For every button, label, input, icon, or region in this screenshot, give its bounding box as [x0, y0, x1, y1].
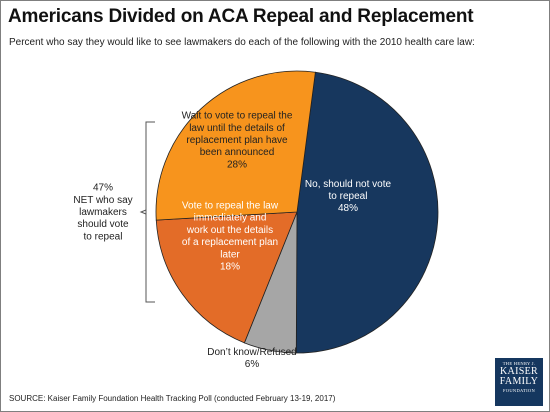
logo-line-4: FOUNDATION — [503, 388, 535, 393]
pie-slice-vote-repeal-immediately — [155, 211, 298, 344]
slice-label-dont-know-refused: Don’t know/Refused 6% — [207, 347, 297, 370]
logo-line-2: KAISER — [500, 366, 538, 377]
pie-slice-no-should-not-vote — [295, 71, 439, 354]
kff-logo: THE HENRY J. KAISER FAMILY FOUNDATION — [495, 358, 543, 406]
net-bracket — [139, 121, 155, 303]
slice-label-no-should-not-vote: No, should not vote to repeal 48% — [305, 179, 392, 214]
slice-label-wait-to-vote-repeal: Wait to vote to repeal the law until the … — [182, 111, 293, 171]
net-annotation: 47% NET who say lawmakers should vote to rep… — [73, 183, 132, 243]
slice-label-vote-repeal-immediately: Vote to repeal the law immediately and wor… — [182, 201, 279, 273]
chart-title: Americans Divided on ACA Repeal and Repl… — [8, 6, 474, 27]
pie-slice-wait-to-vote-repeal — [155, 70, 316, 221]
pie-slices — [155, 70, 439, 354]
slice-labels: No, should not vote to repeal 48% Don’t kno… — [182, 111, 392, 371]
source-note: SOURCE: Kaiser Family Foundation Health … — [9, 394, 336, 403]
logo-line-3: FAMILY — [499, 376, 539, 387]
logo-line-1: THE HENRY J. — [502, 361, 536, 366]
chart-subtitle: Percent who say they would like to see l… — [9, 37, 475, 48]
